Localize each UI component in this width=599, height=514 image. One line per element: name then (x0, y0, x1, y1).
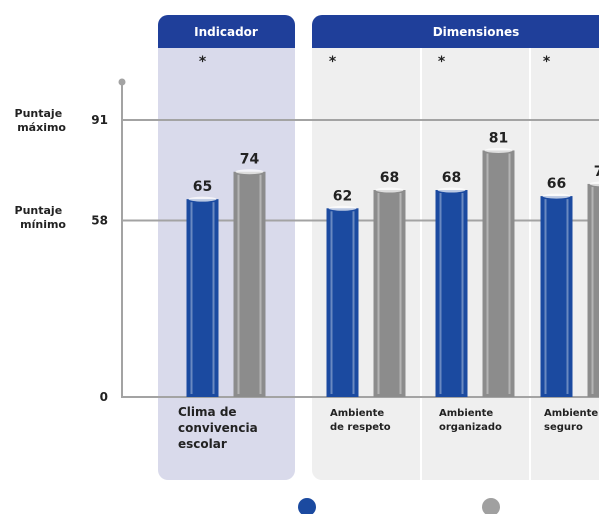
bar-highlight (486, 153, 489, 394)
bar-value-label: 62 (333, 188, 352, 204)
bar (482, 150, 515, 397)
bar-cap (188, 196, 217, 202)
bar-value-label: 66 (547, 176, 566, 192)
bar-highlight (461, 193, 464, 394)
bar-cap (375, 187, 404, 193)
category-label: Clima de (178, 405, 237, 419)
bar-highlight (377, 193, 380, 394)
bar (326, 208, 359, 397)
bar-highlight (439, 193, 442, 394)
bar-value-label: 65 (193, 179, 212, 195)
category-label: organizado (439, 422, 502, 433)
category-label: Ambiente (439, 408, 493, 419)
bar-cap (542, 193, 571, 199)
bar-highlight (591, 186, 594, 394)
bar-highlight (259, 174, 262, 394)
bar-value-label: 68 (442, 170, 461, 186)
category-label: convivencia (178, 421, 258, 435)
bar (587, 183, 599, 397)
y-tick-label: 91 (91, 113, 108, 127)
significance-star: * (438, 54, 446, 70)
bar-highlight (399, 193, 402, 394)
bar-cap (328, 205, 357, 211)
category-label: Ambiente (544, 408, 598, 419)
category-label: de respeto (330, 422, 391, 433)
y-axis-top-dot (118, 78, 126, 86)
bar-value-label: 70 (594, 164, 599, 180)
bar-highlight (566, 199, 569, 394)
bar-value-label: 68 (380, 170, 399, 186)
significance-star: * (543, 54, 551, 70)
bar (233, 171, 266, 397)
category-label: escolar (178, 437, 227, 451)
bar-cap (589, 181, 599, 187)
bar-cap (437, 187, 466, 193)
significance-star: * (329, 54, 337, 70)
legend-secondary-dot (482, 498, 500, 514)
bar-highlight (237, 174, 240, 394)
y-tick-label: 58 (91, 213, 108, 227)
bar-highlight (212, 202, 215, 394)
max-score-label: Puntaje máximo (15, 107, 67, 134)
bar-cap (235, 169, 264, 175)
bar-value-label: 74 (240, 152, 260, 168)
category-label: Ambiente (330, 408, 384, 419)
bar (435, 190, 468, 397)
bar-highlight (544, 199, 547, 394)
bar-highlight (352, 211, 355, 394)
bar-value-label: 81 (489, 130, 508, 146)
min-score-label: Puntaje mínimo (15, 204, 67, 231)
bar (186, 199, 219, 397)
indicator-header-base (158, 34, 295, 48)
indicator-header-label: Indicador (194, 25, 258, 39)
bar-highlight (190, 202, 193, 394)
bar-highlight (330, 211, 333, 394)
bar-highlight (508, 153, 511, 394)
category-label: seguro (544, 422, 583, 433)
bar (373, 190, 406, 397)
dimensions-header-base (312, 34, 599, 48)
bar (540, 196, 573, 397)
legend-primary-dot (298, 498, 316, 514)
y-tick-label: 0 (100, 390, 108, 404)
dimensions-header-label: Dimensiones (433, 25, 520, 39)
significance-star: * (199, 54, 207, 70)
bar-cap (484, 147, 513, 153)
